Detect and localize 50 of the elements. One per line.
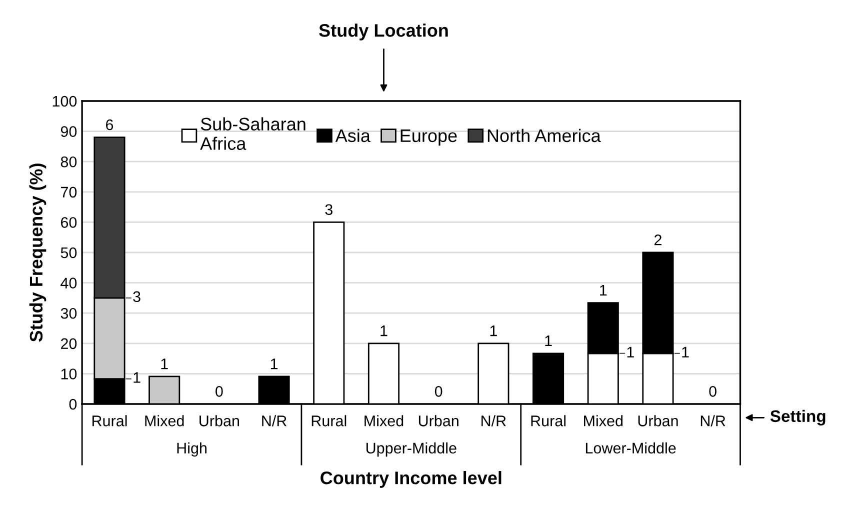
annotation: 3 xyxy=(325,204,332,216)
text: Study Location xyxy=(319,24,448,40)
y-tick-label: 60 xyxy=(60,217,77,228)
annotation: 1 xyxy=(545,336,552,346)
x-tick-label: Rural xyxy=(92,415,127,426)
legend-label: Sub-Saharan Africa xyxy=(200,117,306,150)
annotation: 0 xyxy=(434,386,442,397)
x-tick-label: Urban xyxy=(200,415,239,426)
y-tick-label: 70 xyxy=(60,186,77,198)
legend-label: Europe xyxy=(400,130,457,146)
legend-label: North America xyxy=(488,128,601,142)
annotation: 1 xyxy=(490,326,497,336)
x-tick-label: Rural xyxy=(312,415,346,426)
x-tick-label: N/R xyxy=(700,415,726,426)
annotation: 3 xyxy=(133,291,140,302)
x-axis-title: Country Income level xyxy=(320,471,502,488)
annotation: 1 xyxy=(161,358,168,370)
x-tick-label: Rural xyxy=(531,415,566,426)
annotation: 1 xyxy=(134,372,140,383)
text: High xyxy=(177,442,206,457)
y-tick-label: 20 xyxy=(60,338,77,350)
text: Lower-Middle xyxy=(586,442,676,454)
x-tick-label: Urban xyxy=(418,415,458,426)
x-tick-label: Mixed xyxy=(584,415,623,426)
x-tick-label: N/R xyxy=(482,415,506,426)
annotation: 0 xyxy=(216,386,223,397)
annotation: 0 xyxy=(709,386,716,397)
y-tick-label: 40 xyxy=(60,278,77,288)
y-axis-title: Study Frequency (%) xyxy=(29,164,46,342)
y-tick-label: 90 xyxy=(60,126,77,137)
annotation: 6 xyxy=(106,119,114,130)
y-tick-label: 30 xyxy=(60,308,77,319)
y-tick-label: 100 xyxy=(52,96,77,107)
legend-label: Asia xyxy=(335,128,370,142)
x-tick-label: Mixed xyxy=(145,415,184,426)
annotation: 1 xyxy=(627,346,634,358)
annotation: 2 xyxy=(654,234,662,246)
annotation: 1 xyxy=(600,284,607,296)
x-tick-label: Mixed xyxy=(364,415,404,426)
x-tick-label: Urban xyxy=(638,415,678,426)
x-tick-label: N/R xyxy=(262,415,286,426)
annotation: 1 xyxy=(380,326,388,336)
y-tick-label: 10 xyxy=(61,368,77,380)
text: Upper-Middle xyxy=(366,442,456,457)
annotation: 1 xyxy=(682,346,689,358)
annotation: 1 xyxy=(270,358,278,370)
y-tick-label: 80 xyxy=(60,156,77,168)
y-tick-label: 50 xyxy=(60,247,77,258)
text: Setting xyxy=(770,410,826,426)
y-tick-label: 0 xyxy=(69,398,77,410)
